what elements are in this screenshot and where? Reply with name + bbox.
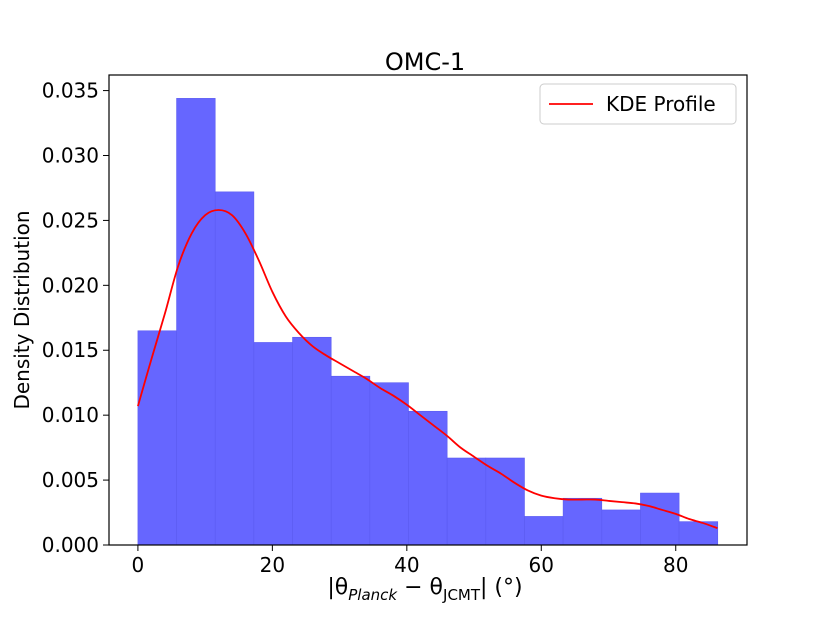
x-tick-label: 0 <box>132 553 145 577</box>
y-tick-label: 0.025 <box>42 208 99 232</box>
y-tick-label: 0.015 <box>42 338 99 362</box>
histogram-bar <box>562 497 603 546</box>
y-tick-label: 0.005 <box>42 468 99 492</box>
histogram-bar <box>330 375 371 546</box>
x-label-suffix: | (°) <box>480 575 523 600</box>
legend: KDE Profile <box>539 83 737 125</box>
legend-box <box>539 83 737 125</box>
plot-frame <box>108 74 748 546</box>
x-label-minus: − θ <box>397 575 443 600</box>
y-tick-label: 0.020 <box>42 273 99 297</box>
x-tick-label: 40 <box>394 553 419 577</box>
kde-profile-line <box>137 209 718 529</box>
x-label-prefix: |θ <box>327 575 348 600</box>
y-axis-label: Density Distribution <box>10 210 34 409</box>
histogram-bar <box>601 509 641 546</box>
histogram-bars <box>137 98 719 546</box>
x-tick-label: 60 <box>529 553 554 577</box>
x-label-sub-planck: Planck <box>348 586 398 604</box>
legend-label-kde: KDE Profile <box>606 92 716 116</box>
histogram-bar <box>214 191 255 546</box>
histogram-bar <box>292 336 332 546</box>
y-tick-label: 0.035 <box>42 79 99 103</box>
x-axis-ticks: 0 20 40 60 80 <box>132 545 688 577</box>
histogram-bar <box>176 98 216 546</box>
y-tick-label: 0.010 <box>42 403 99 427</box>
histogram-bar <box>640 492 680 546</box>
histogram-bar <box>408 410 448 546</box>
histogram-bar <box>485 457 525 546</box>
x-tick-label: 80 <box>663 553 688 577</box>
x-tick-label: 20 <box>260 553 285 577</box>
histogram-bar <box>524 516 564 546</box>
histogram-bar <box>678 521 719 546</box>
x-label-sub-jcmt: JCMT <box>442 586 481 604</box>
x-axis-label: |θPlanck − θJCMT| (°) <box>327 575 522 604</box>
histogram-bar <box>253 342 293 546</box>
histogram-bar <box>137 330 177 546</box>
y-tick-label: 0.000 <box>42 533 99 557</box>
histogram-bar <box>369 382 409 546</box>
histogram-bar <box>446 457 487 546</box>
y-tick-label: 0.030 <box>42 143 99 167</box>
chart-title: OMC-1 <box>385 48 465 76</box>
y-axis-ticks: 0.000 0.005 0.010 0.015 0.020 0.025 0.030 0.035 <box>42 79 109 557</box>
